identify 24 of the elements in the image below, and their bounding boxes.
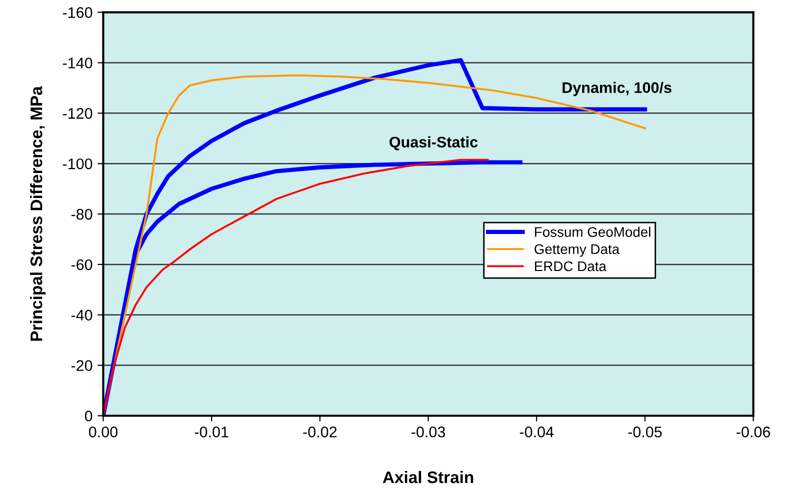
x-tick-label: -0.03 <box>412 426 446 438</box>
y-tick-label: -140 <box>62 58 92 68</box>
x-tick-label: -0.01 <box>194 426 228 438</box>
y-axis-title: Principal Stress Difference, MPa <box>30 86 46 341</box>
y-tick-label: -60 <box>71 259 92 270</box>
x-tick-label: -0.04 <box>520 426 554 438</box>
legend-label: ERDC Data <box>535 261 606 272</box>
y-tick-label: -100 <box>62 158 92 170</box>
legend-label: Gettemy Data <box>534 244 620 257</box>
y-tick-label: -40 <box>71 310 92 321</box>
x-tick-label: -0.05 <box>628 426 662 438</box>
x-tick-label: -0.06 <box>736 426 770 438</box>
y-tick-label: -160 <box>62 7 92 18</box>
line-series <box>103 158 489 416</box>
x-axis-title: Axial Strain <box>382 470 474 484</box>
x-tick-label: -0.02 <box>303 426 337 438</box>
legend-label: Fossum GeoModel <box>535 226 650 237</box>
y-tick-label: -120 <box>62 108 92 119</box>
y-tick-label: -80 <box>71 208 92 220</box>
annotation: Quasi-Static <box>390 136 478 150</box>
y-tick-label: 0 <box>84 410 92 422</box>
y-tick-label: -20 <box>71 360 92 371</box>
annotation: Dynamic, 100/s <box>562 82 672 96</box>
x-tick-label: 0.00 <box>88 426 118 438</box>
